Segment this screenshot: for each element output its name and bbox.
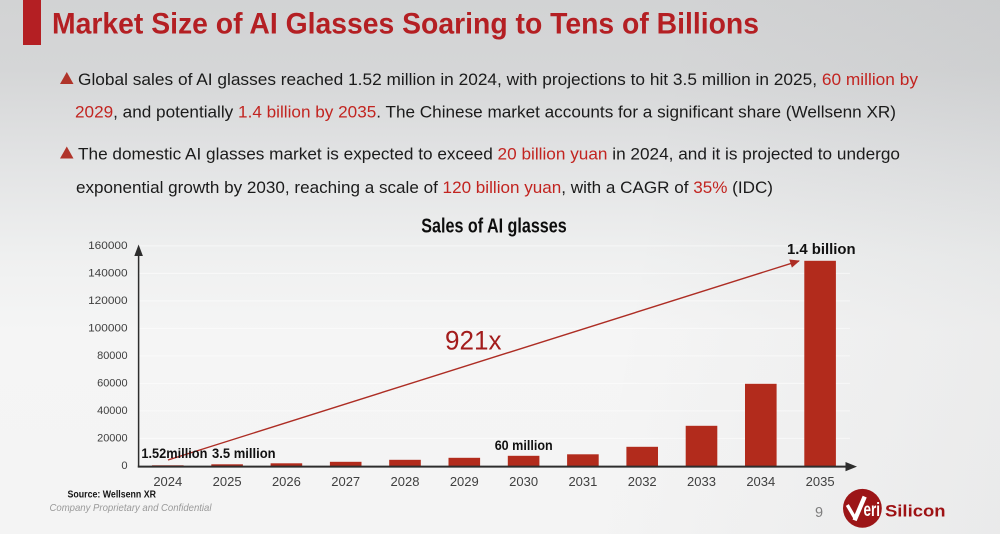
svg-text:160000: 160000 (88, 240, 128, 252)
svg-text:0: 0 (121, 460, 127, 472)
svg-text:2026: 2026 (272, 474, 301, 489)
svg-text:2029: 2029 (450, 474, 479, 489)
svg-text:exponential growth by 2030, re: exponential growth by 2030, reaching a s… (76, 178, 773, 197)
svg-text:921x: 921x (445, 326, 502, 356)
svg-text:40000: 40000 (97, 405, 128, 417)
svg-text:Silicon: Silicon (885, 502, 946, 521)
svg-text:2024: 2024 (153, 474, 182, 489)
svg-text:2034: 2034 (746, 474, 775, 489)
svg-text:Sales of AI glasses: Sales of AI glasses (421, 216, 566, 238)
svg-text:2027: 2027 (331, 474, 360, 489)
svg-text:2031: 2031 (568, 474, 597, 489)
svg-text:60 million: 60 million (495, 438, 553, 453)
svg-text:80000: 80000 (97, 350, 128, 362)
svg-text:1.4 billion: 1.4 billion (787, 242, 856, 258)
svg-text:The domestic AI glasses market: The domestic AI glasses market is expect… (78, 145, 900, 164)
svg-text:2025: 2025 (213, 474, 242, 489)
svg-text:100000: 100000 (88, 322, 128, 334)
svg-text:2032: 2032 (628, 474, 657, 489)
svg-text:2029, and potentially 1.4 bill: 2029, and potentially 1.4 billion by 203… (75, 103, 896, 122)
svg-text:20000: 20000 (97, 432, 128, 444)
svg-text:eri: eri (864, 500, 881, 521)
svg-text:2030: 2030 (509, 474, 538, 489)
svg-text:Source: Wellsenn XR: Source: Wellsenn XR (68, 489, 157, 500)
svg-text:60000: 60000 (97, 377, 128, 389)
svg-text:Company Proprietary and Confid: Company Proprietary and Confidential (50, 503, 213, 514)
svg-text:9: 9 (815, 505, 823, 521)
svg-text:Market Size of AI Glasses Soar: Market Size of AI Glasses Soaring to Ten… (52, 8, 759, 41)
svg-text:3.5 million: 3.5 million (212, 446, 276, 461)
svg-text:2035: 2035 (806, 474, 835, 489)
svg-text:2028: 2028 (391, 474, 420, 489)
svg-text:1.52million: 1.52million (141, 446, 207, 461)
svg-text:2033: 2033 (687, 474, 716, 489)
svg-text:Global sales of AI glasses rea: Global sales of AI glasses reached 1.52 … (78, 70, 918, 89)
svg-text:140000: 140000 (88, 267, 128, 279)
svg-text:120000: 120000 (88, 295, 128, 307)
